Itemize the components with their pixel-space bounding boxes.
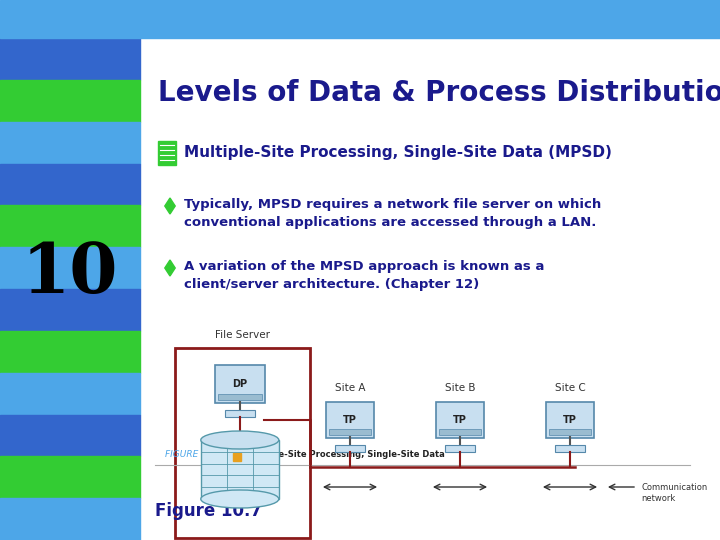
FancyBboxPatch shape (326, 402, 374, 438)
Bar (175, 348, 310, 538)
Bar (218, 394, 262, 400)
Bar (445, 445, 475, 452)
Text: Typically, MPSD requires a network file server on which
conventional application: Typically, MPSD requires a network file … (184, 198, 601, 229)
Bar (0, 247, 140, 289)
Text: File Server: File Server (215, 330, 270, 340)
Bar (0, 289, 140, 331)
Polygon shape (165, 260, 175, 276)
Text: TP: TP (563, 415, 577, 425)
Text: Multiple-Site Processing, Single-Site Data (MPSD): Multiple-Site Processing, Single-Site Da… (184, 145, 612, 160)
Bar (0, 205, 140, 247)
Bar (225, 410, 255, 417)
Polygon shape (165, 198, 175, 214)
Bar (201, 440, 279, 499)
Bar (549, 429, 591, 435)
Bar (439, 429, 481, 435)
Bar (0, 164, 140, 205)
Bar (555, 445, 585, 452)
Text: TP: TP (343, 415, 357, 425)
Text: Site B: Site B (445, 383, 475, 393)
Text: DP: DP (233, 379, 248, 389)
Text: TP: TP (453, 415, 467, 425)
Text: Site C: Site C (554, 383, 585, 393)
FancyBboxPatch shape (436, 402, 484, 438)
Bar (0, 373, 140, 415)
Text: Site A: Site A (335, 383, 365, 393)
Text: Levels of Data & Process Distribution: Levels of Data & Process Distribution (158, 79, 720, 107)
Bar (0, 415, 140, 456)
Bar (0, 38, 140, 80)
Text: Figure 10.7: Figure 10.7 (155, 502, 262, 520)
Text: Multiple-Site Processing, Single-Site Data: Multiple-Site Processing, Single-Site Da… (245, 450, 445, 459)
Bar (0, 122, 140, 164)
FancyBboxPatch shape (215, 365, 265, 403)
Ellipse shape (201, 431, 279, 449)
Text: A variation of the MPSD approach is known as a
client/server architecture. (Chap: A variation of the MPSD approach is know… (184, 260, 544, 291)
Bar (329, 429, 371, 435)
Bar (158, 141, 176, 165)
Bar (335, 445, 365, 452)
Bar (0, 456, 140, 498)
Bar (0, 80, 140, 122)
Ellipse shape (201, 490, 279, 508)
Bar (0, 498, 140, 540)
FancyBboxPatch shape (546, 402, 594, 438)
Bar (233, 453, 241, 461)
Bar (0, 331, 140, 373)
Text: 10: 10 (22, 240, 118, 307)
Bar (0, 0, 720, 38)
Text: FIGURE 10.7: FIGURE 10.7 (165, 450, 221, 459)
Text: Communication
network: Communication network (641, 483, 707, 503)
